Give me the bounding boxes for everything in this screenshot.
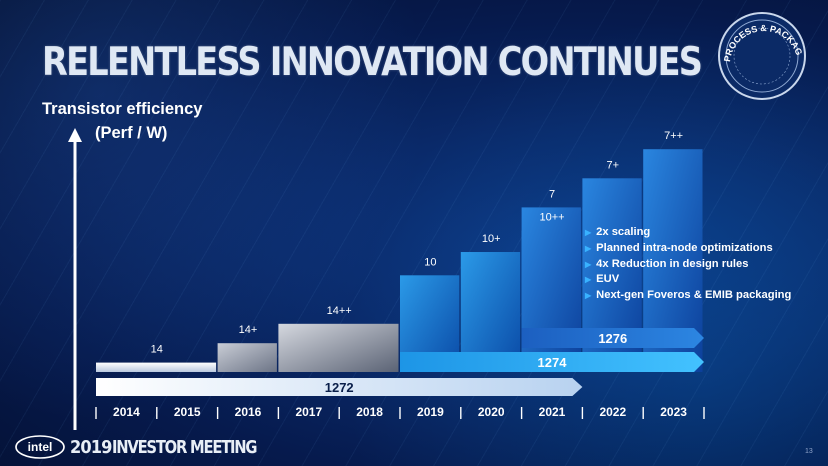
process-arrow — [96, 378, 583, 396]
feature-item: ▶ Planned intra-node optimizations — [585, 241, 791, 257]
x-tick-label: 2022 — [599, 405, 626, 419]
slide-title: RELENTLESS INNOVATION CONTINUES — [42, 40, 703, 85]
feature-text: EUV — [596, 273, 620, 286]
bar-label: 14+ — [239, 324, 258, 336]
chart-bar — [278, 323, 399, 372]
process-arrow — [521, 328, 704, 348]
y-axis-label-line2: (Perf / W) — [95, 124, 168, 142]
x-tick-label: 2017 — [295, 405, 322, 419]
y-axis-label-line1: Transistor efficiency — [42, 100, 203, 118]
feature-item: ▶ 2x scaling — [585, 225, 791, 241]
feature-item: ▶ Next-gen Foveros & EMIB packaging — [585, 288, 791, 304]
footer-event-name: INVESTOR MEETING — [112, 437, 258, 458]
bar-label: 10++ — [539, 212, 564, 224]
process-arrow — [400, 352, 704, 372]
bullet-arrow-icon: ▶ — [585, 259, 592, 269]
chart-bar — [217, 343, 277, 372]
bar-label: 7++ — [664, 130, 683, 142]
x-tick-label: 2021 — [539, 405, 566, 419]
x-tick-label: 2018 — [356, 405, 383, 419]
x-tick-label: 2016 — [235, 405, 262, 419]
feature-text: Next-gen Foveros & EMIB packaging — [596, 289, 792, 302]
feature-item: ▶ EUV — [585, 272, 791, 288]
bar-label: 10+ — [482, 233, 501, 245]
bar-label: 10 — [424, 256, 436, 268]
x-tick-label: 2015 — [174, 405, 201, 419]
bar-label: 14++ — [327, 305, 352, 317]
chart-bar — [96, 362, 217, 372]
x-tick-label: 2020 — [478, 405, 505, 419]
bullet-arrow-icon: ▶ — [585, 275, 592, 285]
bullet-arrow-icon: ▶ — [585, 291, 592, 301]
process-arrow-label: 1274 — [538, 355, 568, 370]
footer-year: 2019 — [70, 437, 112, 458]
bullet-arrow-icon: ▶ — [585, 228, 592, 237]
bullet-arrow-icon: ▶ — [585, 243, 592, 253]
bar-label: 14 — [151, 344, 163, 356]
intel-logo-text: intel — [28, 440, 53, 454]
process-arrow-label: 1272 — [325, 380, 354, 395]
x-tick-label: 2014 — [113, 405, 140, 419]
feature-item: ▶ 4x Reduction in design rules — [585, 257, 791, 273]
process-arrow-label: 1276 — [598, 331, 627, 346]
feature-text: 2x scaling — [596, 226, 651, 238]
feature-text: 4x Reduction in design rules — [596, 257, 749, 270]
bar-label: 7 — [549, 188, 555, 200]
x-tick-label: 2023 — [660, 405, 687, 419]
x-tick-label: 2019 — [417, 405, 444, 419]
process-packaging-badge: PROCESS & PACKAGING — [716, 10, 806, 100]
y-axis-arrowhead — [68, 128, 82, 142]
page-number: 13 — [805, 448, 813, 455]
bar-label: 7+ — [607, 159, 620, 171]
intel-logo: intel — [15, 435, 65, 459]
feature-list: ▶ 2x scaling ▶ Planned intra-node optimiza… — [585, 225, 791, 304]
feature-text: Planned intra-node optimizations — [596, 241, 773, 254]
